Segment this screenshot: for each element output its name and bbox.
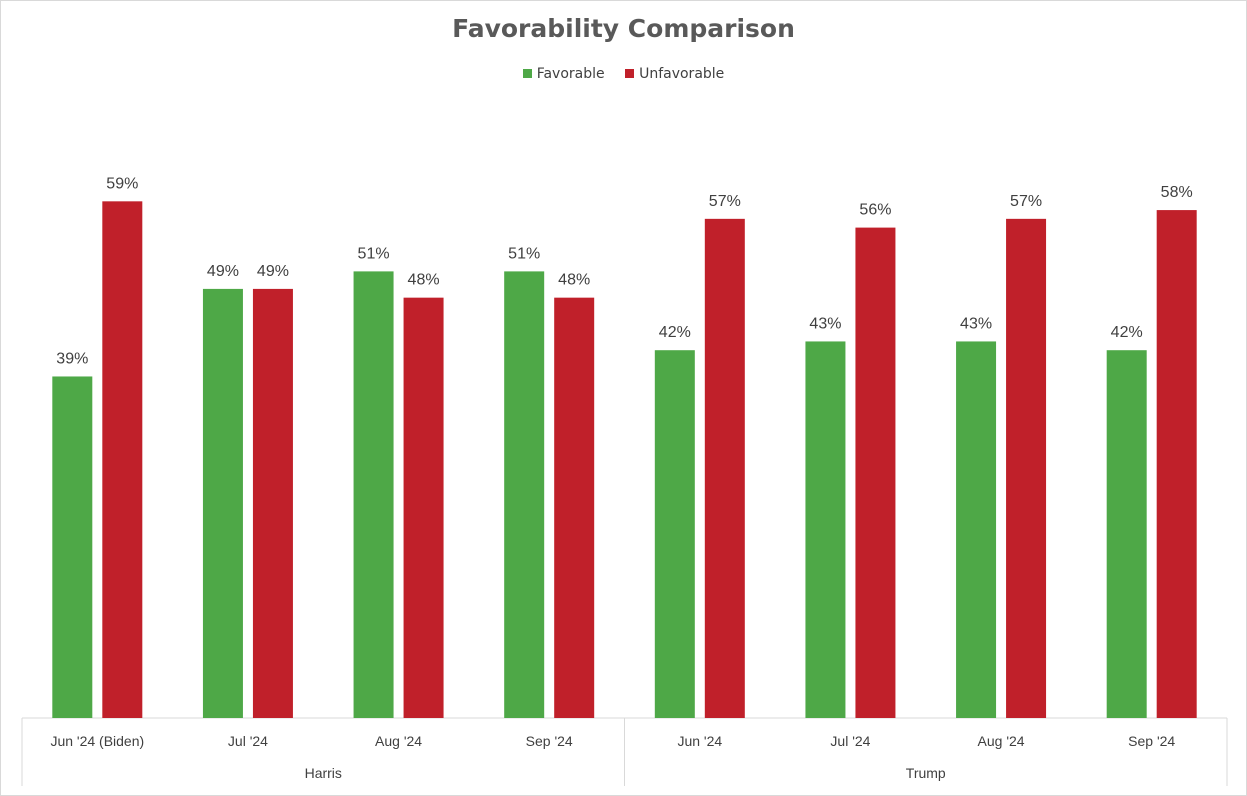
bar-unfavorable-4	[704, 218, 745, 719]
chart-title: Favorability Comparison	[452, 14, 795, 43]
bar-unfavorable-0	[102, 201, 143, 719]
group-label-0: Harris	[305, 765, 342, 781]
category-label-6: Aug '24	[978, 733, 1025, 749]
legend-label-favorable: Favorable	[536, 66, 605, 82]
bar-favorable-6	[956, 341, 997, 718]
group-label-1: Trump	[906, 765, 946, 781]
data-label-favorable-6: 43%	[960, 315, 992, 332]
data-label-favorable-5: 43%	[809, 315, 841, 332]
category-label-4: Jun '24	[677, 733, 722, 749]
data-label-unfavorable-3: 48%	[558, 272, 590, 289]
legend-label-unfavorable: Unfavorable	[639, 66, 725, 82]
category-label-3: Sep '24	[526, 733, 573, 749]
legend-swatch-unfavorable	[625, 69, 635, 78]
bar-favorable-2	[353, 271, 394, 718]
category-label-1: Jul '24	[228, 733, 268, 749]
data-label-unfavorable-4: 57%	[709, 193, 741, 210]
data-label-unfavorable-0: 59%	[106, 175, 138, 192]
bar-favorable-4	[654, 350, 695, 718]
bar-favorable-7	[1106, 350, 1147, 718]
data-label-favorable-0: 39%	[56, 350, 88, 367]
data-label-unfavorable-5: 56%	[859, 202, 891, 219]
bar-unfavorable-2	[403, 297, 444, 718]
data-label-favorable-2: 51%	[358, 245, 390, 262]
data-label-favorable-3: 51%	[508, 245, 540, 262]
data-label-unfavorable-6: 57%	[1010, 193, 1042, 210]
data-label-unfavorable-1: 49%	[257, 263, 289, 280]
data-label-favorable-1: 49%	[207, 263, 239, 280]
bar-favorable-3	[504, 271, 545, 718]
data-label-favorable-4: 42%	[659, 324, 691, 341]
bar-favorable-1	[202, 288, 243, 718]
category-label-0: Jun '24 (Biden)	[50, 733, 144, 749]
category-label-2: Aug '24	[375, 733, 422, 749]
bar-unfavorable-6	[1006, 218, 1047, 719]
bar-unfavorable-3	[554, 297, 595, 718]
data-label-unfavorable-2: 48%	[408, 272, 440, 289]
category-label-7: Sep '24	[1128, 733, 1175, 749]
legend-item-favorable: Favorable	[522, 66, 605, 82]
category-label-5: Jul '24	[830, 733, 870, 749]
legend-swatch-favorable	[522, 69, 532, 78]
bar-unfavorable-1	[252, 288, 293, 718]
bar-unfavorable-5	[855, 227, 896, 718]
legend-item-unfavorable: Unfavorable	[625, 66, 724, 82]
data-label-unfavorable-7: 58%	[1161, 184, 1193, 201]
legend: Favorable Unfavorable	[0, 66, 1247, 82]
data-label-favorable-7: 42%	[1111, 324, 1143, 341]
bar-favorable-0	[52, 376, 93, 718]
bar-favorable-5	[805, 341, 846, 718]
bar-unfavorable-7	[1156, 210, 1197, 719]
